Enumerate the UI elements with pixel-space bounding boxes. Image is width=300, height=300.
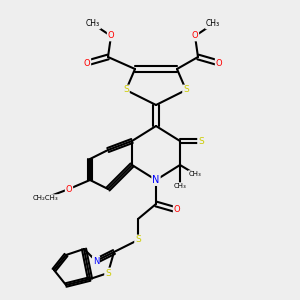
Text: CH₃: CH₃ — [174, 183, 186, 189]
Text: N: N — [93, 256, 99, 266]
Text: S: S — [135, 236, 141, 244]
Text: N: N — [152, 175, 160, 185]
Text: CH₂CH₃: CH₂CH₃ — [32, 195, 58, 201]
Text: CH₃: CH₃ — [206, 20, 220, 28]
Text: O: O — [174, 206, 180, 214]
Text: O: O — [66, 184, 72, 194]
Text: S: S — [198, 136, 204, 146]
Text: S: S — [183, 85, 189, 94]
Text: O: O — [192, 32, 198, 40]
Text: S: S — [123, 85, 129, 94]
Text: CH₃: CH₃ — [189, 171, 201, 177]
Text: O: O — [216, 58, 222, 68]
Text: S: S — [105, 268, 111, 278]
Text: CH₃: CH₃ — [86, 20, 100, 28]
Text: O: O — [108, 32, 114, 40]
Text: O: O — [84, 58, 90, 68]
